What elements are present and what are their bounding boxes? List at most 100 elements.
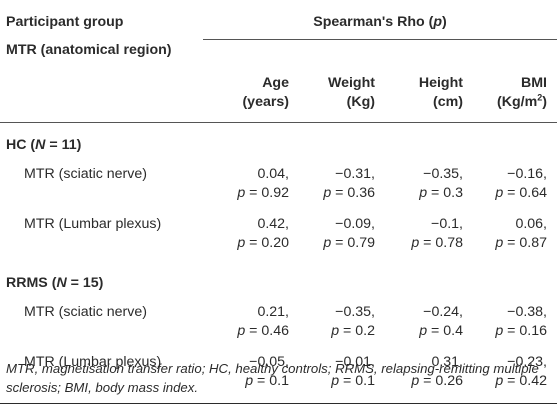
col-weight-line1: Weight [327,74,375,91]
p-number: = 0.1 [257,372,289,389]
p-number: = 0.79 [335,234,375,251]
p-number: = 0.16 [507,322,547,339]
spearman-suffix: ) [442,14,447,30]
group-hc-n: N [35,136,46,153]
p-symbol: p [495,234,504,251]
p-value: p = 0.20 [203,234,289,253]
col-age-line2: (years) [242,93,289,110]
table-bottom-rule [0,398,557,404]
rho-value: −0.35, [335,303,375,320]
table-cell: −0.31, p = 0.36 [299,161,385,211]
p-number: = 0.92 [249,184,289,201]
column-header-row: Age (years) Weight (Kg) Height (cm) BMI … [0,59,557,123]
table-cell: −0.16, p = 0.64 [473,161,557,211]
p-symbol: p [237,322,246,339]
p-symbol: p [411,372,420,389]
table-footnote: MTR, magnetisation transfer ratio; HC, h… [6,361,539,395]
group-hc-suffix: = 11) [45,136,82,153]
group-label-hc: HC (N = 11) [0,122,557,161]
rho-value: −0.01, [335,353,375,370]
participant-group-header: Participant group [0,0,203,40]
p-number: = 0.64 [507,184,547,201]
spearman-correlation-table: Participant group Spearman's Rho (p) MTR… [0,0,557,404]
p-value: p = 0.87 [473,234,547,253]
table-cell: −0.38, p = 0.16 [473,299,557,349]
p-number: = 0.2 [343,322,375,339]
p-symbol: p [495,184,504,201]
p-value: p = 0.4 [385,322,463,341]
p-number: = 0.78 [423,234,463,251]
spearman-p: p [433,14,442,30]
p-number: = 0.36 [335,184,375,201]
header-row-2-spacer [203,40,557,60]
group-hc-prefix: HC ( [6,136,36,153]
table-cell: −0.01, p = 0.1 [299,349,385,399]
table-cell: 0.04, p = 0.92 [203,161,299,211]
rho-value: −0.16, [507,165,547,182]
results-table-wrapper: Participant group Spearman's Rho (p) MTR… [0,0,557,404]
p-number: = 0.87 [507,234,547,251]
col-weight-line2: (Kg) [346,93,375,110]
col-header-weight: Weight (Kg) [299,59,385,123]
col-bmi-sup: 2 [537,91,543,102]
table-row: MTR (Lumbar plexus) 0.42, p = 0.20 −0.09,… [0,211,557,261]
table-row: MTR (Lumbar plexus) −0.05, p = 0.1 −0.01,… [0,349,557,399]
rho-value: −0.35, [423,165,463,182]
table-row: MTR (sciatic nerve) 0.04, p = 0.92 −0.31,… [0,161,557,211]
header-row-1: Participant group Spearman's Rho (p) [0,0,557,40]
p-symbol: p [495,322,504,339]
p-symbol: p [245,372,254,389]
p-symbol: p [495,372,504,389]
table-cell: 0.06, p = 0.87 [473,211,557,261]
p-number: = 0.42 [507,372,547,389]
col-header-age: Age (years) [203,59,299,123]
rho-value: −0.24, [423,303,463,320]
p-value: p = 0.79 [299,234,375,253]
p-value: p = 0.2 [299,322,375,341]
p-symbol: p [419,184,428,201]
group-row-rrms: RRMS (N = 15) [0,261,557,299]
rho-value: 0.06, [515,215,547,232]
group-rrms-prefix: RRMS ( [6,274,57,291]
p-number: = 0.20 [249,234,289,251]
col-height-line2: (cm) [433,93,463,110]
rho-value: −0.23, [507,353,547,370]
p-number: = 0.4 [431,322,463,339]
table-row: MTR (sciatic nerve) 0.21, p = 0.46 −0.35,… [0,299,557,349]
p-value: p = 0.92 [203,184,289,203]
table-bottom-rule-cell [0,398,557,404]
table-cell: 0.21, p = 0.46 [203,299,299,349]
row-label: MTR (Lumbar plexus) [24,215,162,232]
p-number: = 0.1 [343,372,375,389]
p-value: p = 0.64 [473,184,547,203]
p-value: p = 0.26 [385,372,463,391]
header-row-2: MTR (anatomical region) [0,40,557,60]
table-cell: −0.35, p = 0.2 [299,299,385,349]
table-cell: −0.23, p = 0.42 [473,349,557,399]
col-bmi-line1: BMI [520,74,547,91]
p-symbol: p [237,234,246,251]
rho-value: 0.42, [257,215,289,232]
table-cell: −0.35, p = 0.3 [385,161,473,211]
row-label: MTR (Lumbar plexus) [24,353,162,370]
col-height-line1: Height [418,74,463,91]
p-number: = 0.26 [423,372,463,389]
p-number: = 0.3 [431,184,463,201]
rho-value: −0.1, [431,215,463,232]
row-label: MTR (sciatic nerve) [24,165,147,182]
col-age-line1: Age [262,74,289,91]
rho-value: 0.04, [257,165,289,182]
table-cell: 0.42, p = 0.20 [203,211,299,261]
spearman-rho-header: Spearman's Rho (p) [203,0,557,40]
rho-value: −0.31, [335,165,375,182]
p-symbol: p [331,372,340,389]
rho-value: 0.21, [257,303,289,320]
group-label-rrms: RRMS (N = 15) [0,261,557,299]
p-value: p = 0.1 [299,372,375,391]
rho-value: 0.31, [431,353,463,370]
p-symbol: p [323,234,332,251]
col-header-bmi: BMI (Kg/m2) [473,59,557,123]
table-cell: −0.24, p = 0.4 [385,299,473,349]
spearman-prefix: Spearman's Rho ( [313,14,434,30]
participant-group-label: Participant group [6,14,124,30]
